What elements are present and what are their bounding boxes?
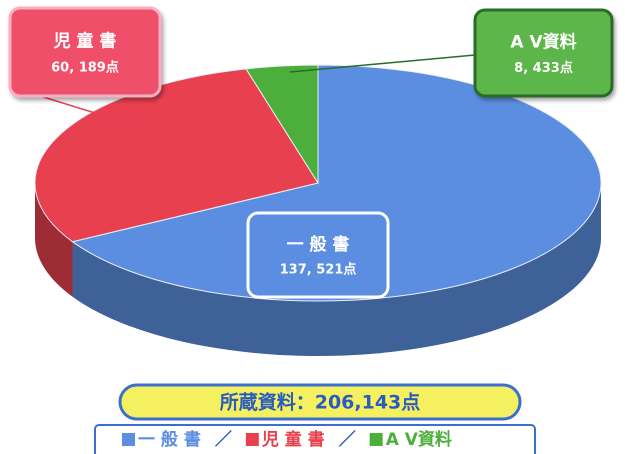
legend-separator: ／: [215, 429, 232, 450]
legend-swatch: [122, 433, 135, 446]
leader-line: [289, 54, 476, 73]
total-label: 所蔵資料：206,143点: [220, 391, 421, 414]
category-label: 一 般 書: [287, 234, 350, 255]
label-box: [473, 8, 614, 98]
legend-box: [94, 424, 536, 454]
legend-label: 児 童 書: [261, 429, 325, 450]
category-label: 児 童 書: [53, 30, 117, 51]
legend-separator: ／: [339, 429, 356, 450]
pie: [34, 64, 602, 356]
slice: [34, 68, 319, 243]
value-label: 60, 189点: [51, 59, 119, 75]
label-box: [8, 6, 162, 98]
category-label: A V資料: [510, 32, 576, 53]
slice: [245, 64, 319, 185]
value-label: 8, 433点: [514, 60, 573, 76]
label-box: [246, 211, 390, 299]
legend-label: 一 般 書: [138, 429, 201, 450]
slice-side: [35, 183, 73, 297]
slice-side: [72, 183, 601, 356]
legend: 一 般 書 ／ 児 童 書 ／ A V資料: [122, 429, 452, 450]
legend-label: A V資料: [386, 429, 452, 450]
legend-swatch: [369, 433, 383, 446]
total-pill: [118, 383, 522, 421]
legend-swatch: [245, 433, 259, 446]
leader-line: [39, 95, 151, 131]
value-label: 137, 521点: [280, 262, 357, 278]
